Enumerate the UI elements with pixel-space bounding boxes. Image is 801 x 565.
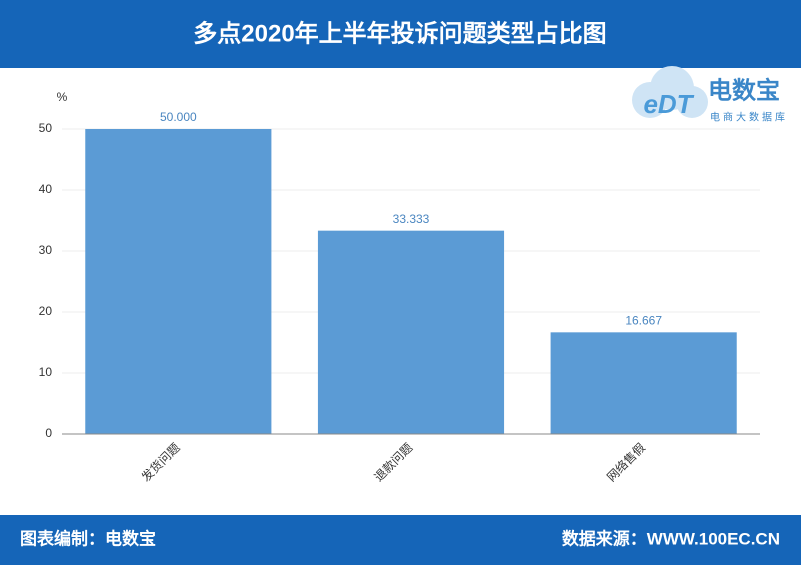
y-tick-label: 0 — [45, 426, 52, 440]
logo: eDT 电数宝 电商大数据库 — [632, 66, 788, 124]
logo-cloud — [676, 86, 708, 118]
footer-left: 图表编制：电数宝 — [20, 528, 156, 548]
chart-title: 多点2020年上半年投诉问题类型占比图 — [193, 19, 606, 47]
header-band — [0, 0, 801, 68]
y-tick-label: 30 — [39, 243, 53, 257]
y-axis-label: % — [57, 90, 68, 104]
value-label: 50.000 — [160, 110, 197, 124]
logo-name: 电数宝 — [708, 76, 780, 104]
bar — [85, 129, 272, 434]
logo-mark: eDT — [643, 89, 694, 119]
y-tick-label: 50 — [39, 121, 53, 135]
logo-tagline: 电商大数据库 — [710, 111, 788, 124]
y-tick-label: 10 — [39, 365, 53, 379]
y-tick-label: 20 — [39, 304, 53, 318]
bar — [550, 332, 737, 434]
bar — [317, 230, 505, 434]
y-tick-label: 40 — [39, 182, 53, 196]
value-label: 16.667 — [625, 314, 662, 328]
footer-band — [0, 515, 801, 565]
value-label: 33.333 — [393, 212, 430, 226]
footer-right: 数据来源：WWW.100EC.CN — [562, 528, 780, 548]
